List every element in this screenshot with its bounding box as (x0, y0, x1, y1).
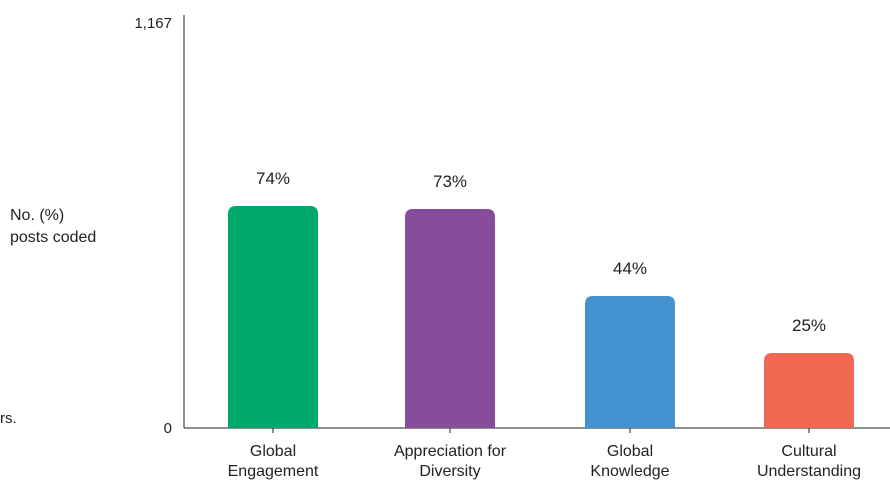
y-tick-label-max: 1,167 (134, 15, 172, 32)
category-label-global-engagement-line-1: Global (250, 443, 296, 460)
data-label-global-engagement: 74% (256, 169, 290, 188)
category-label-global-engagement-line-2: Engagement (228, 463, 319, 480)
y-axis-label-line-2: posts coded (10, 229, 97, 246)
y-axis-label: No. (%) posts coded (10, 205, 96, 249)
bar-global-knowledge (585, 296, 675, 428)
category-label-appreciation-for-diversity-line-2: Diversity (419, 463, 480, 480)
bar-cultural-understanding (764, 353, 854, 428)
data-label-appreciation-for-diversity: 73% (433, 172, 467, 191)
category-label-cultural-understanding-line-1: Cultural (781, 443, 836, 460)
bar-appreciation-for-diversity (405, 209, 495, 428)
data-label-global-knowledge: 44% (613, 259, 647, 278)
y-tick-label-0: 0 (164, 420, 172, 437)
category-label-cultural-understanding-line-2: Understanding (757, 463, 861, 480)
bar-global-engagement (228, 206, 318, 428)
y-axis-label-line-1: No. (%) (10, 207, 65, 224)
truncated-footnote-text: rs. (0, 410, 17, 427)
category-label-global-knowledge-line-1: Global (607, 443, 653, 460)
category-label-appreciation-for-diversity-line-1: Appreciation for (394, 443, 507, 460)
category-label-global-knowledge-line-2: Knowledge (590, 463, 669, 480)
data-label-cultural-understanding: 25% (792, 316, 826, 335)
